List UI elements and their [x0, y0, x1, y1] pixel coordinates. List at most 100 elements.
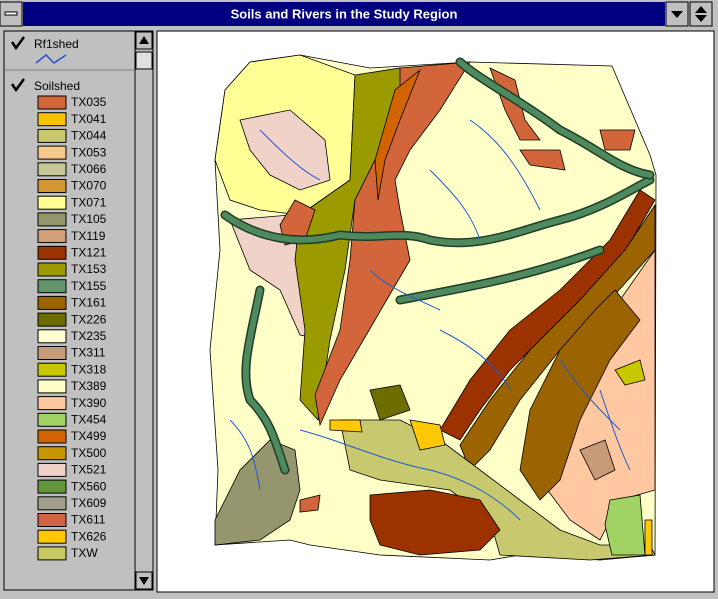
legend-swatch	[37, 195, 67, 210]
river	[222, 177, 653, 246]
legend-label: TX609	[71, 496, 107, 510]
soil-polygon	[214, 439, 301, 546]
legend-label: TX161	[71, 296, 107, 310]
legend-label: TX235	[71, 329, 107, 343]
legend-label: TX121	[71, 245, 107, 259]
soil-polygon	[579, 439, 616, 481]
stream	[469, 119, 541, 211]
legend-swatch	[37, 212, 67, 227]
layer-name[interactable]: Soilshed	[34, 79, 80, 93]
legend-label: TX155	[71, 279, 107, 293]
legend-label: TX318	[71, 362, 107, 376]
soil-polygon	[519, 149, 566, 171]
soil-polygon	[599, 129, 636, 151]
legend-label: TX070	[71, 179, 107, 193]
legend-swatch	[37, 279, 67, 294]
scroll-thumb[interactable]	[135, 51, 153, 70]
legend-swatch	[37, 546, 67, 561]
stream	[299, 429, 521, 521]
maximize-button[interactable]	[689, 1, 713, 27]
checkmark[interactable]	[10, 36, 26, 51]
legend-swatch	[37, 412, 67, 427]
legend-swatch	[37, 462, 67, 477]
legend-label: TX560	[71, 479, 107, 493]
soil-polygon	[329, 419, 363, 433]
rivers	[220, 57, 655, 475]
title-bar	[23, 2, 665, 26]
soil-polygon	[644, 519, 653, 556]
legend-label: TX521	[71, 463, 107, 477]
legend-swatch	[37, 362, 67, 377]
legend: Rf1shed Soilshed TX035 TX041 TX044 TX053 TX066…	[5, 36, 134, 561]
legend-swatch	[37, 329, 67, 344]
legend-label: TX041	[71, 112, 107, 126]
soil-polygon	[369, 384, 411, 421]
scroll-up-icon	[139, 36, 149, 44]
soil-polygon	[614, 359, 646, 386]
legend-swatch	[37, 162, 67, 177]
river	[242, 287, 288, 473]
soil-polygon	[374, 68, 421, 201]
legend-swatch	[37, 496, 67, 511]
legend-label: TX389	[71, 379, 107, 393]
legend-label: TX071	[71, 195, 107, 209]
soil-polygon	[604, 494, 646, 556]
legend-label: TX105	[71, 212, 107, 226]
line-symbol	[35, 53, 67, 64]
stream	[229, 419, 261, 491]
legend-label: TX499	[71, 429, 107, 443]
legend-label: TX500	[71, 446, 107, 460]
stream	[599, 389, 631, 471]
legend-label: TX044	[71, 129, 107, 143]
legend-label: TX390	[71, 396, 107, 410]
legend-swatch	[37, 396, 67, 411]
soil-polygon	[239, 109, 331, 191]
maximize-icon	[695, 6, 707, 22]
legend-label: TXW	[71, 546, 98, 560]
stream	[559, 359, 621, 431]
legend-swatch	[37, 145, 67, 160]
legend-swatch	[37, 112, 67, 127]
legend-swatch	[37, 128, 67, 143]
control-menu-icon	[4, 11, 18, 16]
legend-swatch	[37, 312, 67, 327]
legend-swatch	[37, 179, 67, 193]
legend-label: TX153	[71, 262, 107, 276]
legend-swatch	[37, 446, 67, 461]
window-title: Soils and Rivers in the Study Region	[231, 6, 458, 21]
scroll-down-icon	[139, 577, 149, 585]
soil-polygon	[314, 61, 471, 427]
legend-label: TX119	[71, 229, 106, 243]
legend-panel	[3, 30, 136, 591]
legend-label: TX626	[71, 529, 107, 543]
legend-swatch	[37, 346, 67, 360]
legend-swatch	[37, 479, 67, 494]
soil-polygon	[299, 494, 321, 513]
legend-label: TX226	[71, 312, 107, 326]
stream	[369, 269, 441, 311]
legend-swatch	[37, 229, 67, 244]
soil-polygon	[519, 289, 641, 501]
layer-name[interactable]: Rf1shed	[34, 37, 79, 51]
legend-label: TX066	[71, 162, 107, 176]
legend-label: TX311	[71, 346, 106, 360]
river	[457, 59, 653, 178]
legend-swatch	[37, 429, 67, 444]
minimize-icon	[671, 11, 683, 18]
soil-polygon	[409, 419, 446, 451]
scrollbar[interactable]	[134, 30, 154, 591]
legend-label: TX454	[71, 412, 107, 426]
legend-swatch	[37, 379, 67, 394]
streams	[229, 119, 631, 521]
checkmark[interactable]	[10, 78, 26, 93]
map	[209, 54, 657, 561]
legend-swatch	[37, 245, 67, 260]
legend-label: TX611	[71, 513, 106, 527]
legend-swatch	[37, 262, 67, 277]
legend-label: TX053	[71, 145, 107, 159]
soil-polygon	[339, 419, 656, 561]
legend-swatch	[37, 513, 67, 527]
stream	[439, 329, 511, 391]
stream	[429, 169, 481, 241]
